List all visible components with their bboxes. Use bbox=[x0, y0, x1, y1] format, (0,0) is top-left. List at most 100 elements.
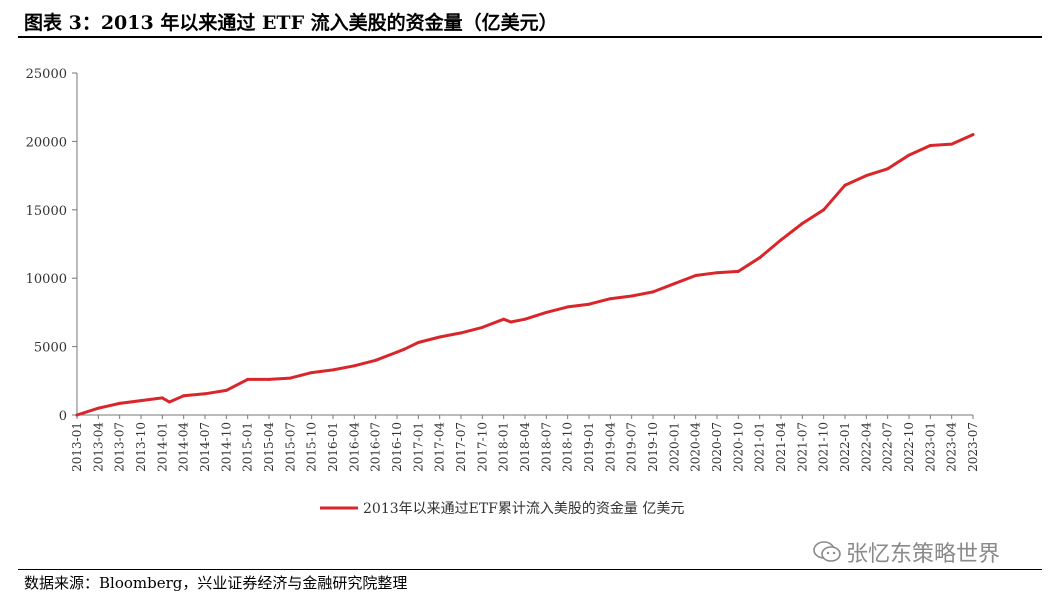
series-point bbox=[203, 392, 207, 396]
x-tick-label: 2022-10 bbox=[902, 422, 916, 472]
series-point bbox=[779, 238, 783, 242]
series-point bbox=[438, 335, 442, 339]
x-tick-label: 2023-07 bbox=[966, 422, 980, 472]
series-point bbox=[246, 377, 250, 381]
x-tick-label: 2014-01 bbox=[155, 422, 169, 472]
series-point bbox=[758, 256, 762, 260]
series-point bbox=[822, 208, 826, 212]
y-tick-label: 0 bbox=[59, 409, 67, 424]
x-tick-label: 2018-04 bbox=[518, 422, 532, 472]
series-point bbox=[310, 371, 314, 375]
x-tick-label: 2021-10 bbox=[817, 422, 831, 472]
x-tick-label: 2014-10 bbox=[219, 422, 233, 472]
series-point bbox=[502, 317, 506, 321]
y-tick-label: 10000 bbox=[26, 272, 67, 287]
series-point bbox=[715, 271, 719, 275]
series-point bbox=[224, 388, 228, 392]
x-tick-label: 2015-07 bbox=[283, 422, 297, 472]
x-tick-label: 2016-07 bbox=[369, 422, 383, 472]
series-point bbox=[907, 153, 911, 157]
series-point bbox=[118, 401, 122, 405]
x-tick-label: 2015-04 bbox=[262, 422, 276, 472]
x-tick-label: 2021-04 bbox=[774, 422, 788, 472]
series-point bbox=[459, 331, 463, 335]
x-tick-label: 2020-01 bbox=[667, 422, 681, 472]
x-tick-label: 2023-01 bbox=[923, 422, 937, 472]
x-tick-label: 2022-04 bbox=[859, 422, 873, 472]
x-tick-label: 2019-01 bbox=[582, 422, 596, 472]
x-tick-label: 2019-04 bbox=[603, 422, 617, 472]
series-point bbox=[416, 341, 420, 344]
series-point bbox=[139, 399, 143, 403]
x-tick-label: 2013-01 bbox=[70, 422, 84, 472]
x-tick-label: 2013-04 bbox=[91, 422, 105, 472]
series-point bbox=[523, 317, 527, 321]
chart-title: 图表 3：2013 年以来通过 ETF 流入美股的资金量（亿美元） bbox=[24, 12, 558, 34]
series-point bbox=[694, 274, 698, 277]
watermark: 张忆东策略世界 bbox=[812, 536, 1000, 568]
series-point bbox=[864, 174, 868, 178]
x-tick-label: 2021-07 bbox=[795, 422, 809, 472]
title-rule bbox=[18, 36, 1042, 38]
series-point bbox=[800, 222, 804, 225]
series-point bbox=[374, 358, 378, 362]
x-tick-label: 2018-07 bbox=[539, 422, 553, 472]
x-tick-label: 2014-04 bbox=[177, 422, 191, 472]
series-point bbox=[651, 290, 655, 294]
y-tick-label: 15000 bbox=[26, 204, 67, 219]
series-point bbox=[843, 183, 847, 187]
y-tick-label: 20000 bbox=[26, 135, 67, 150]
x-tick-label: 2021-01 bbox=[753, 422, 767, 472]
series-point bbox=[971, 133, 975, 137]
x-tick-label: 2013-07 bbox=[113, 422, 127, 472]
series-layer bbox=[75, 133, 975, 417]
x-tick-label: 2013-10 bbox=[134, 422, 148, 472]
x-tick-label: 2015-10 bbox=[305, 422, 319, 472]
series-point bbox=[402, 347, 406, 351]
y-tick-label: 25000 bbox=[26, 67, 67, 82]
x-tick-label: 2016-01 bbox=[326, 422, 340, 472]
series-line bbox=[75, 133, 975, 417]
series-point bbox=[267, 377, 271, 381]
series-point bbox=[182, 394, 186, 398]
series-point bbox=[75, 413, 79, 417]
watermark-text: 张忆东策略世界 bbox=[846, 542, 1001, 567]
series-point bbox=[544, 310, 548, 314]
x-tick-label: 2018-10 bbox=[561, 422, 575, 472]
x-tick-label: 2020-04 bbox=[689, 422, 703, 472]
x-tick-label: 2023-04 bbox=[945, 422, 959, 472]
legend: 2013年以来通过ETF累计流入美股的资金量 亿美元 bbox=[320, 501, 684, 517]
series-point bbox=[160, 396, 164, 400]
x-tick-label: 2020-07 bbox=[710, 422, 724, 472]
series-point bbox=[672, 282, 676, 286]
series-point bbox=[509, 320, 513, 324]
series-point bbox=[395, 350, 399, 354]
series-point bbox=[950, 142, 954, 146]
x-tick-label: 2018-01 bbox=[497, 422, 511, 472]
series-point bbox=[630, 294, 634, 298]
series-point bbox=[480, 325, 484, 329]
series-point bbox=[167, 400, 171, 404]
series-point bbox=[587, 302, 591, 306]
source-note: 数据来源：Bloomberg，兴业证券经济与金融研究院整理 bbox=[24, 574, 408, 592]
x-tick-label: 2017-07 bbox=[454, 422, 468, 472]
x-tick-label: 2017-01 bbox=[411, 422, 425, 472]
x-tick-label: 2015-01 bbox=[241, 422, 255, 472]
series-point bbox=[928, 144, 932, 147]
x-tick-label: 2014-07 bbox=[198, 422, 212, 472]
x-tick-label: 2019-10 bbox=[646, 422, 660, 472]
x-tick-label: 2016-04 bbox=[347, 422, 361, 472]
y-axis: 0 5000 10000 15000 20000 25000 bbox=[26, 67, 78, 424]
x-tick-label: 2022-07 bbox=[881, 422, 895, 472]
x-tick-label: 2017-10 bbox=[475, 422, 489, 472]
x-axis: 2013-01 2013-04 2013-07 2013-10 2014-01 2014-… bbox=[70, 414, 980, 472]
source-rule bbox=[18, 569, 1042, 570]
series-point bbox=[331, 368, 335, 372]
series-point bbox=[288, 376, 292, 380]
series-point bbox=[566, 305, 570, 309]
x-tick-label: 2017-04 bbox=[433, 422, 447, 472]
x-tick-label: 2022-01 bbox=[838, 422, 852, 472]
series-point bbox=[608, 297, 612, 301]
legend-label: 2013年以来通过ETF累计流入美股的资金量 亿美元 bbox=[363, 501, 684, 517]
